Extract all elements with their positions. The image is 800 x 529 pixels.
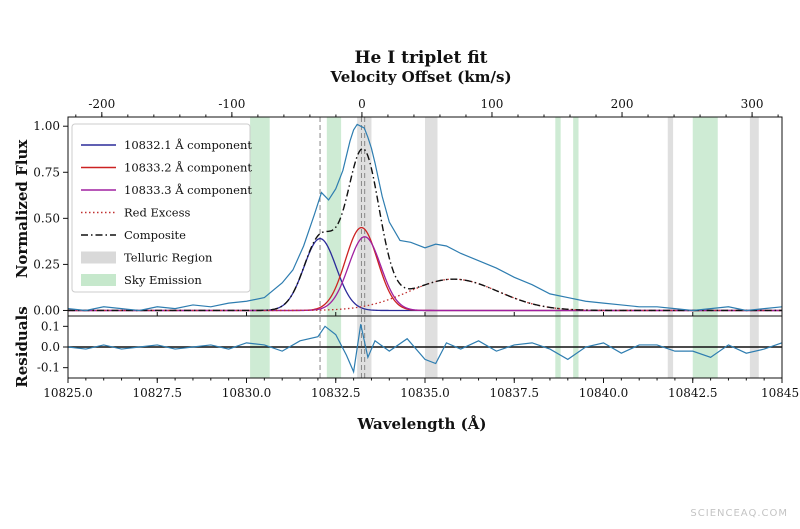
- top-tick-label: 200: [611, 97, 634, 111]
- residual-tick-label: 0.0: [41, 340, 60, 354]
- legend-label: Red Excess: [124, 206, 191, 220]
- telluric-band: [749, 117, 759, 378]
- x-tick-label: 10842.5: [668, 386, 718, 400]
- x-tick-label: 10835.0: [400, 386, 450, 400]
- shaded-regions: [250, 117, 759, 378]
- y-axis-label: Normalized Flux: [13, 139, 31, 279]
- sky-emission-band: [573, 117, 579, 378]
- x-axis-label: Wavelength (Å): [356, 415, 486, 433]
- top-axis-label: Velocity Offset (km/s): [329, 68, 511, 86]
- legend-label: Composite: [124, 228, 186, 242]
- legend-label: 10833.3 Å component: [124, 183, 252, 197]
- x-tick-label: 10832.5: [311, 386, 361, 400]
- model-curve: [68, 147, 782, 312]
- legend: 10832.1 Å component 10833.2 Å component 10…: [71, 123, 252, 293]
- x-tick-label: 10840.0: [579, 386, 629, 400]
- y-tick-label: 0.50: [33, 211, 60, 225]
- sky-emission-band: [692, 117, 718, 378]
- watermark: SCIENCEAQ.COM: [690, 508, 788, 519]
- residual-spectrum: [67, 324, 783, 374]
- axes: 10825.0 10827.5 10830.0 10832.5 10835.0 10837…: [33, 97, 800, 400]
- legend-label: 10832.1 Å component: [124, 138, 252, 152]
- top-tick-label: 300: [741, 97, 764, 111]
- plot-curves: [67, 123, 783, 374]
- x-tick-label: 10845.: [761, 386, 800, 400]
- top-tick-label: 0: [358, 97, 366, 111]
- legend-swatch: [81, 274, 116, 286]
- sky-emission-band: [555, 117, 561, 378]
- telluric-band: [425, 117, 438, 378]
- x-tick-label: 10827.5: [132, 386, 182, 400]
- residual-axis-label: Residuals: [13, 306, 31, 387]
- y-tick-label: 0.25: [33, 257, 60, 271]
- x-tick-label: 10825.0: [43, 386, 93, 400]
- residual-tick-label: 0.1: [41, 319, 60, 333]
- y-tick-label: 0.75: [33, 165, 60, 179]
- y-tick-label: 0.00: [33, 303, 60, 317]
- top-tick-label: -100: [218, 97, 245, 111]
- telluric-band: [667, 117, 674, 378]
- legend-label: 10833.2 Å component: [124, 161, 252, 175]
- x-tick-label: 10830.0: [222, 386, 272, 400]
- legend-label: Telluric Region: [124, 251, 213, 265]
- sky-emission-band: [250, 117, 270, 378]
- x-tick-label: 10837.5: [489, 386, 539, 400]
- observed-spectrum: [67, 123, 783, 312]
- legend-swatch: [81, 251, 116, 264]
- sky-emission-band: [326, 117, 342, 378]
- legend-label: Sky Emission: [124, 273, 202, 287]
- chart-title: He I triplet fit: [354, 48, 487, 68]
- legend-box: [71, 123, 251, 293]
- y-tick-label: 1.00: [33, 119, 60, 133]
- top-tick-label: 100: [481, 97, 504, 111]
- top-tick-label: -200: [88, 97, 115, 111]
- residual-tick-label: -0.1: [37, 361, 60, 375]
